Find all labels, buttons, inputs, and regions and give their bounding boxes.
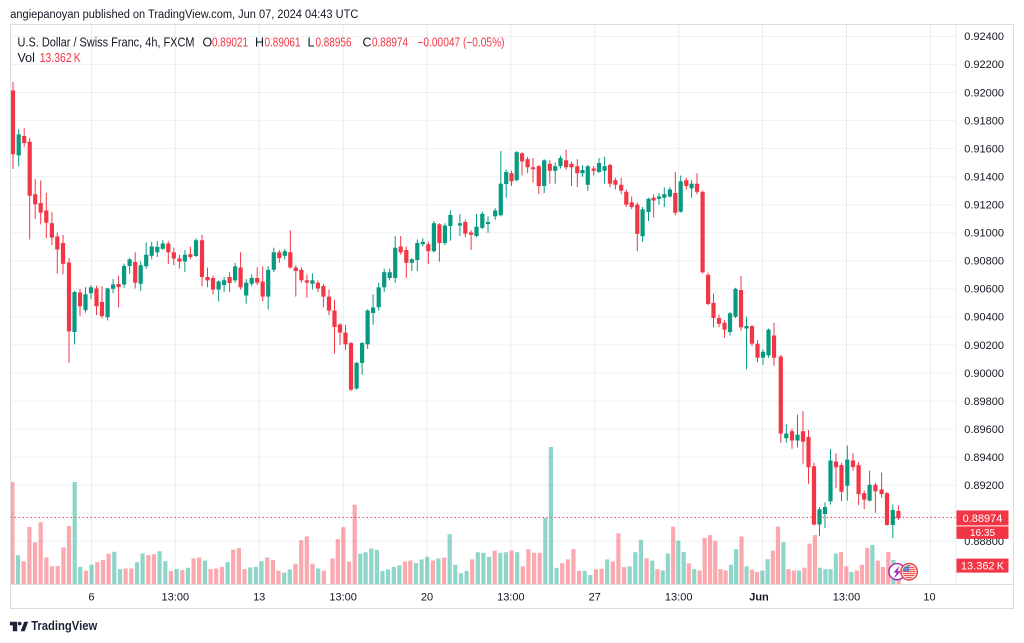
svg-text:10: 10 [923, 592, 935, 604]
svg-text:O: O [203, 36, 213, 50]
svg-text:0.89600: 0.89600 [964, 424, 1004, 436]
svg-text:13.362 K: 13.362 K [40, 51, 82, 65]
svg-text:Jun: Jun [749, 592, 769, 604]
svg-text:0.88800: 0.88800 [964, 536, 1004, 548]
svg-text:0.88974: 0.88974 [372, 36, 408, 50]
svg-text:0.92000: 0.92000 [964, 87, 1004, 99]
svg-text:0.89021: 0.89021 [212, 36, 248, 50]
svg-text:0.89200: 0.89200 [964, 480, 1004, 492]
svg-text:0.90800: 0.90800 [964, 256, 1004, 268]
svg-text:13:00: 13:00 [162, 592, 190, 604]
svg-text:angiepanoyan published on Trad: angiepanoyan published on TradingView.co… [10, 9, 358, 21]
svg-text:6: 6 [88, 592, 94, 604]
svg-text:H: H [255, 36, 264, 50]
svg-text:16:35: 16:35 [970, 528, 995, 539]
svg-text:C: C [363, 36, 372, 50]
svg-text:0.91000: 0.91000 [964, 228, 1004, 240]
svg-text:0.90000: 0.90000 [964, 368, 1004, 380]
svg-text:0.88956: 0.88956 [316, 36, 352, 50]
svg-text:TradingView: TradingView [31, 619, 97, 633]
svg-text:0.90600: 0.90600 [964, 284, 1004, 296]
svg-text:0.89400: 0.89400 [964, 452, 1004, 464]
svg-text:13:00: 13:00 [833, 592, 861, 604]
svg-text:0.88974: 0.88974 [963, 513, 1003, 525]
svg-text:0.89061: 0.89061 [265, 36, 301, 50]
svg-text:L: L [308, 36, 315, 50]
svg-text:U.S. Dollar / Swiss Franc, 4h,: U.S. Dollar / Swiss Franc, 4h, FXCM [18, 36, 195, 50]
svg-text:13.362 K: 13.362 K [961, 560, 1005, 572]
svg-text:Vol: Vol [18, 51, 35, 65]
svg-text:20: 20 [421, 592, 433, 604]
svg-text:0.91600: 0.91600 [964, 143, 1004, 155]
svg-text:13: 13 [253, 592, 265, 604]
svg-text:0.90400: 0.90400 [964, 312, 1004, 324]
svg-text:0.91800: 0.91800 [964, 115, 1004, 127]
svg-text:−0.00047 (−0.05%): −0.00047 (−0.05%) [418, 36, 505, 50]
svg-text:0.92400: 0.92400 [964, 31, 1004, 43]
svg-text:0.89800: 0.89800 [964, 396, 1004, 408]
svg-text:0.92200: 0.92200 [964, 59, 1004, 71]
svg-text:0.90200: 0.90200 [964, 340, 1004, 352]
svg-text:27: 27 [589, 592, 601, 604]
svg-text:13:00: 13:00 [665, 592, 693, 604]
svg-text:0.91400: 0.91400 [964, 172, 1004, 184]
svg-text:13:00: 13:00 [329, 592, 357, 604]
svg-text:13:00: 13:00 [497, 592, 525, 604]
svg-text:0.91200: 0.91200 [964, 200, 1004, 212]
